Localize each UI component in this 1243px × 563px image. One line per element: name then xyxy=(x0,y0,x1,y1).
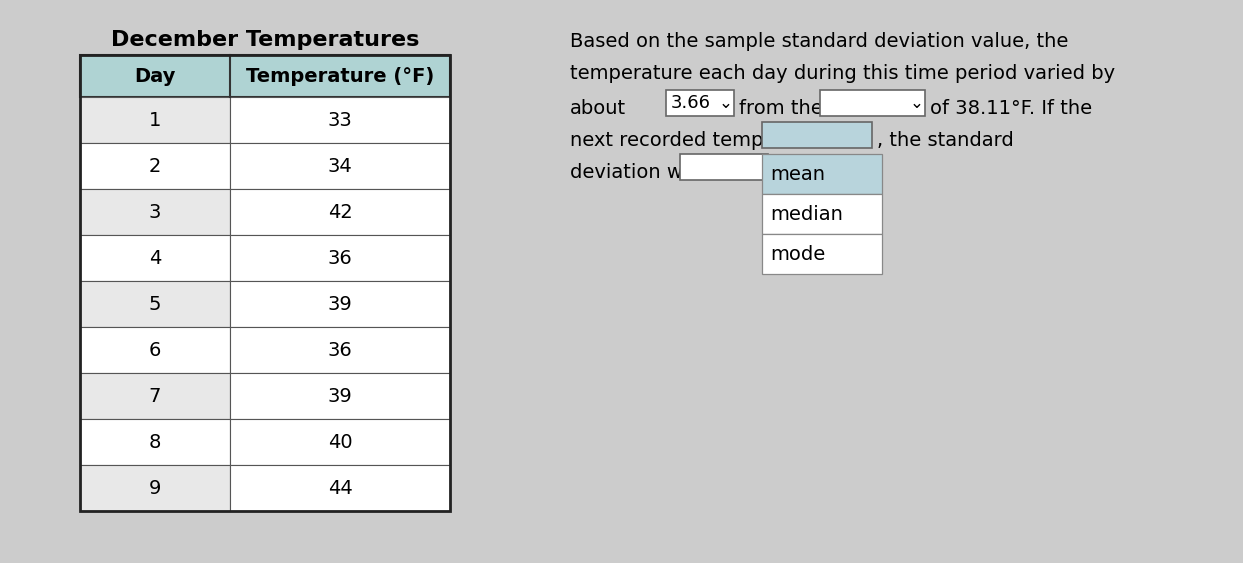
Text: 9: 9 xyxy=(149,479,162,498)
Text: mean: mean xyxy=(769,164,825,184)
Text: 42: 42 xyxy=(328,203,352,221)
Bar xyxy=(230,327,450,373)
Text: 36: 36 xyxy=(328,341,352,360)
Text: Based on the sample standard deviation value, the: Based on the sample standard deviation v… xyxy=(571,32,1069,51)
Bar xyxy=(762,122,873,148)
Text: , the standard: , the standard xyxy=(878,132,1014,150)
Bar xyxy=(680,154,768,180)
Bar xyxy=(230,281,450,327)
Bar xyxy=(80,97,230,143)
Bar xyxy=(762,194,883,234)
Text: ⌄: ⌄ xyxy=(718,94,733,112)
Text: 33: 33 xyxy=(328,110,352,129)
Bar xyxy=(230,235,450,281)
Text: 6: 6 xyxy=(149,341,162,360)
Text: from the: from the xyxy=(740,100,823,118)
Bar xyxy=(762,234,883,274)
Bar xyxy=(230,465,450,511)
Text: deviation would: deviation would xyxy=(571,163,725,182)
Text: 39: 39 xyxy=(328,294,352,314)
Text: 2: 2 xyxy=(149,157,162,176)
Bar xyxy=(80,189,230,235)
Text: 5: 5 xyxy=(149,294,162,314)
Text: mode: mode xyxy=(769,244,825,263)
Text: median: median xyxy=(769,204,843,224)
Bar xyxy=(762,154,883,194)
Bar xyxy=(230,373,450,419)
Bar xyxy=(230,419,450,465)
Bar xyxy=(80,327,230,373)
Bar xyxy=(80,55,450,97)
Text: 7: 7 xyxy=(149,387,162,405)
Text: 4: 4 xyxy=(149,248,162,267)
Text: 36: 36 xyxy=(328,248,352,267)
Bar xyxy=(80,235,230,281)
Bar xyxy=(80,419,230,465)
Bar xyxy=(230,143,450,189)
Text: 8: 8 xyxy=(149,432,162,452)
Bar xyxy=(80,55,450,511)
Bar xyxy=(80,465,230,511)
Bar xyxy=(666,90,735,116)
Text: 3: 3 xyxy=(149,203,162,221)
Text: temperature each day during this time period varied by: temperature each day during this time pe… xyxy=(571,64,1115,83)
Bar xyxy=(80,373,230,419)
Text: December Temperatures: December Temperatures xyxy=(111,30,419,50)
Text: about: about xyxy=(571,100,626,118)
Text: of 38.11°F. If the: of 38.11°F. If the xyxy=(930,100,1093,118)
Bar xyxy=(80,143,230,189)
Bar xyxy=(80,281,230,327)
Text: 34: 34 xyxy=(328,157,352,176)
Text: 40: 40 xyxy=(328,432,352,452)
Text: 3.66: 3.66 xyxy=(671,94,711,112)
Text: 44: 44 xyxy=(328,479,352,498)
Text: ⌄: ⌄ xyxy=(910,94,924,112)
Text: 39: 39 xyxy=(328,387,352,405)
Bar xyxy=(230,97,450,143)
Text: Day: Day xyxy=(134,66,175,86)
Text: next recorded temperatu: next recorded temperatu xyxy=(571,132,815,150)
Bar xyxy=(230,189,450,235)
Text: Temperature (°F): Temperature (°F) xyxy=(246,66,434,86)
Text: 1: 1 xyxy=(149,110,162,129)
Bar xyxy=(820,90,925,116)
